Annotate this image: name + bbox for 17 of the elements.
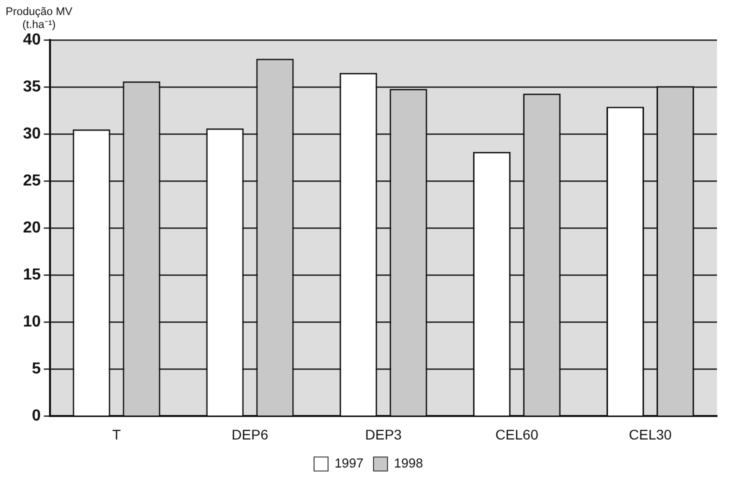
y-tick-label: 0 — [32, 408, 41, 425]
y-tick-label: 15 — [23, 266, 41, 284]
x-tick-label: CEL30 — [628, 426, 672, 442]
x-tick-label: DEP3 — [365, 426, 402, 442]
y-tick-label: 5 — [32, 360, 41, 378]
x-tick-label: DEP6 — [232, 426, 268, 442]
x-tick-label: T — [112, 426, 122, 442]
y-tick-label: 30 — [23, 125, 41, 142]
y-tick-label: 20 — [23, 220, 41, 237]
y-tick-label: 35 — [23, 78, 41, 96]
x-tick-label: CEL60 — [495, 426, 538, 442]
y-tick-label: 10 — [23, 314, 41, 331]
legend-label: 1997 — [334, 456, 364, 471]
legend-label: 1998 — [394, 456, 423, 471]
y-tick-label: 40 — [23, 31, 41, 48]
y-axis-title: Produção MV (t.ha⁻¹) — [4, 6, 74, 32]
y-tick-label: 25 — [23, 172, 41, 190]
